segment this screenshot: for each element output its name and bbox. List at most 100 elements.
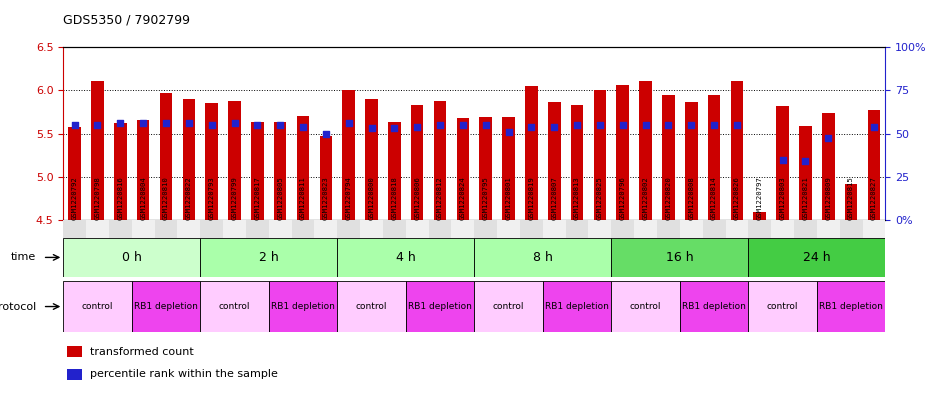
Bar: [206, 103, 218, 220]
Bar: [429, 220, 451, 238]
Bar: [292, 220, 314, 238]
Bar: [63, 281, 132, 332]
Bar: [844, 184, 857, 220]
Bar: [274, 122, 286, 220]
Point: [501, 129, 516, 135]
Bar: [611, 281, 680, 332]
Text: GSM1220808: GSM1220808: [688, 176, 695, 220]
Point: [775, 156, 790, 163]
Text: GSM1220804: GSM1220804: [140, 176, 146, 220]
Bar: [137, 120, 150, 220]
Point: [707, 122, 722, 128]
Point: [524, 123, 538, 130]
Bar: [685, 102, 698, 220]
Bar: [749, 281, 817, 332]
Bar: [251, 121, 263, 220]
Bar: [388, 121, 401, 220]
Point: [867, 123, 882, 130]
Point: [250, 122, 265, 128]
Text: percentile rank within the sample: percentile rank within the sample: [89, 369, 277, 379]
Text: GSM1220806: GSM1220806: [414, 176, 420, 220]
Bar: [69, 127, 81, 220]
Bar: [383, 220, 405, 238]
Text: GSM1220801: GSM1220801: [506, 176, 512, 220]
Bar: [269, 281, 338, 332]
Bar: [178, 220, 200, 238]
Point: [684, 122, 698, 128]
Bar: [132, 281, 200, 332]
Text: GSM1220814: GSM1220814: [711, 176, 717, 220]
Bar: [840, 220, 862, 238]
Text: GSM1220809: GSM1220809: [825, 176, 831, 220]
Bar: [817, 281, 885, 332]
Point: [432, 122, 447, 128]
Text: 24 h: 24 h: [803, 251, 830, 264]
Bar: [365, 99, 378, 220]
Bar: [589, 220, 611, 238]
Bar: [502, 117, 515, 220]
Point: [90, 122, 105, 128]
Bar: [639, 81, 652, 220]
Bar: [611, 238, 749, 277]
Bar: [777, 106, 789, 220]
Bar: [411, 105, 423, 220]
Text: GSM1220827: GSM1220827: [870, 176, 877, 220]
Bar: [634, 220, 657, 238]
Bar: [114, 123, 126, 220]
Point: [136, 120, 151, 127]
Bar: [657, 220, 680, 238]
Bar: [617, 85, 629, 220]
Text: GSM1220824: GSM1220824: [459, 176, 466, 220]
Point: [821, 135, 836, 141]
Bar: [565, 220, 589, 238]
Bar: [86, 220, 109, 238]
Bar: [91, 81, 104, 220]
Point: [569, 122, 584, 128]
Bar: [314, 220, 338, 238]
Bar: [109, 220, 132, 238]
Bar: [182, 99, 195, 220]
Bar: [338, 220, 360, 238]
Bar: [160, 93, 172, 220]
Text: GSM1220798: GSM1220798: [95, 176, 100, 220]
Bar: [342, 90, 355, 220]
Point: [296, 123, 311, 130]
Point: [318, 130, 333, 137]
Bar: [67, 346, 82, 357]
Bar: [474, 220, 498, 238]
Text: 2 h: 2 h: [259, 251, 279, 264]
Text: control: control: [767, 302, 798, 311]
Bar: [749, 238, 885, 277]
Bar: [269, 220, 292, 238]
Bar: [200, 220, 223, 238]
Bar: [680, 220, 703, 238]
Text: 4 h: 4 h: [396, 251, 416, 264]
Bar: [200, 238, 338, 277]
Point: [364, 125, 379, 132]
Bar: [228, 101, 241, 220]
Bar: [223, 220, 246, 238]
Point: [387, 125, 402, 132]
Text: GSM1220821: GSM1220821: [803, 176, 808, 220]
Bar: [662, 95, 674, 220]
Text: GSM1220792: GSM1220792: [72, 176, 78, 220]
Bar: [725, 220, 749, 238]
Text: RB1 depletion: RB1 depletion: [682, 302, 746, 311]
Point: [661, 122, 676, 128]
Bar: [246, 220, 269, 238]
Bar: [753, 212, 766, 220]
Text: GSM1220793: GSM1220793: [208, 176, 215, 220]
Bar: [822, 113, 834, 220]
Bar: [543, 220, 565, 238]
Text: GSM1220799: GSM1220799: [232, 176, 237, 220]
Point: [227, 120, 242, 127]
Bar: [360, 220, 383, 238]
Text: control: control: [219, 302, 250, 311]
Bar: [571, 105, 583, 220]
Text: GSM1220825: GSM1220825: [597, 176, 603, 220]
Bar: [63, 220, 86, 238]
Text: control: control: [493, 302, 525, 311]
Text: GSM1220796: GSM1220796: [619, 176, 626, 220]
Text: GSM1220803: GSM1220803: [779, 176, 786, 220]
Bar: [433, 101, 446, 220]
